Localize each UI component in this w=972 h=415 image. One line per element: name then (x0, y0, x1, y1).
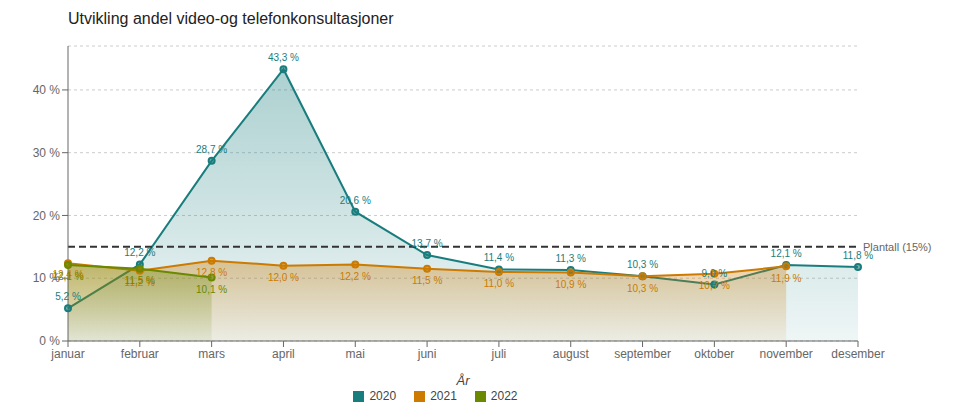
svg-text:11,8 %: 11,8 % (843, 250, 873, 261)
svg-text:juli: juli (491, 347, 507, 361)
svg-text:5,2 %: 5,2 % (55, 291, 81, 302)
svg-text:30 %: 30 % (33, 146, 61, 160)
svg-text:januar: januar (50, 347, 84, 361)
svg-text:10,3 %: 10,3 % (627, 259, 658, 270)
svg-text:april: april (272, 347, 295, 361)
svg-text:20,6 %: 20,6 % (340, 195, 371, 206)
svg-text:oktober: oktober (694, 347, 734, 361)
svg-text:43,3 %: 43,3 % (268, 52, 299, 63)
svg-text:13,7 %: 13,7 % (412, 238, 443, 249)
svg-text:11,3 %: 11,3 % (556, 253, 586, 264)
svg-text:11,9 %: 11,9 % (771, 273, 801, 284)
svg-text:11,4 %: 11,4 % (484, 252, 514, 263)
svg-text:november: november (759, 347, 812, 361)
svg-text:10,1 %: 10,1 % (196, 284, 227, 295)
svg-text:12,1 %: 12,1 % (771, 248, 802, 259)
svg-text:Plantall (15%): Plantall (15%) (863, 241, 931, 253)
svg-text:12,2 %: 12,2 % (340, 271, 371, 282)
svg-text:12,0 %: 12,0 % (268, 272, 299, 283)
svg-text:10,9 %: 10,9 % (555, 279, 586, 290)
html-text:Utvikling andel video-og telef: Utvikling andel video-og telefonkonsulta… (68, 10, 394, 27)
svg-text:desember: desember (831, 347, 884, 361)
svg-text:februar: februar (121, 347, 159, 361)
svg-text:11,5 %: 11,5 % (125, 275, 155, 286)
svg-text:10 %: 10 % (32, 271, 60, 286)
html-text:2022: 2022 (490, 389, 518, 403)
svg-text:mars: mars (198, 347, 225, 361)
svg-text:juni: juni (417, 347, 437, 361)
svg-text:10,3 %: 10,3 % (627, 283, 658, 294)
svg-text:40 %: 40 % (33, 83, 61, 97)
svg-text:År: År (456, 373, 471, 388)
svg-text:20 %: 20 % (33, 209, 61, 223)
svg-text:11,0 %: 11,0 % (484, 278, 514, 289)
svg-text:august: august (553, 347, 590, 361)
svg-text:12,8 %: 12,8 % (196, 267, 227, 278)
svg-text:mai: mai (346, 347, 365, 361)
html-text:2021: 2021 (430, 389, 457, 403)
svg-text:12,1 %: 12,1 % (52, 271, 83, 282)
svg-text:28,7 %: 28,7 % (196, 144, 227, 155)
svg-text:0 %: 0 % (39, 334, 60, 348)
svg-text:12,2 %: 12,2 % (124, 247, 155, 258)
html-text:2020: 2020 (369, 389, 397, 403)
svg-text:september: september (614, 347, 671, 361)
svg-text:10,7 %: 10,7 % (699, 280, 730, 291)
svg-text:9,0 %: 9,0 % (702, 268, 728, 279)
svg-text:11,5 %: 11,5 % (412, 275, 442, 286)
